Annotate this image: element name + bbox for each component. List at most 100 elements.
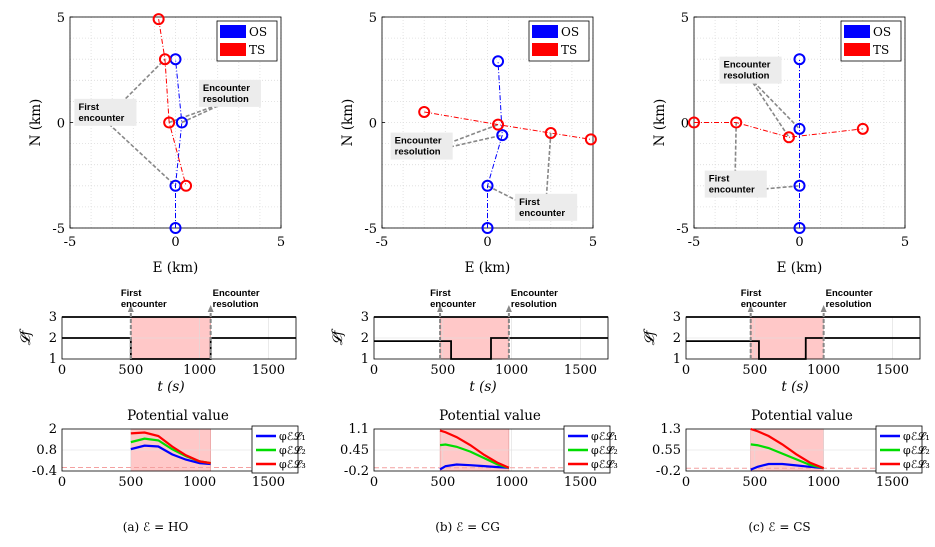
figure-panel-c: -5 0 5 5 0 -5 E (km) N (km) Encounter resolution F… xyxy=(624,0,935,547)
panel-svg-a: -5 0 550-5E (km)N (km) FirstencounterEncoun… xyxy=(18,11,306,490)
map-ytick-label: 0 xyxy=(369,117,377,132)
mode-xtick-label: 0 xyxy=(370,363,378,378)
os-legend-label: OS xyxy=(561,25,579,39)
mode-xlabel: t (s) xyxy=(157,379,184,395)
annotation-box xyxy=(198,79,261,107)
ts-track-marker xyxy=(856,122,869,135)
mode-event-arrowhead xyxy=(505,305,512,312)
potential-xtick-label: 1000 xyxy=(183,475,216,490)
annotation-text: resolution xyxy=(724,71,770,82)
os-track-marker xyxy=(481,222,494,234)
panel-svg-c: -5 0 550-5E (km)N (km)EncounterresolutionF… xyxy=(642,11,930,490)
mode-xtick-label: 0 xyxy=(682,363,690,378)
potential-ytick-label: 1.3 xyxy=(660,422,681,437)
mode-event-label: resolution xyxy=(826,299,872,310)
mode-event-label: resolution xyxy=(511,299,557,310)
annotation-text: First xyxy=(709,174,730,185)
map-xlabel: E (km) xyxy=(465,260,511,276)
map-xtick-label: 5 xyxy=(277,235,285,250)
ts-track-marker xyxy=(782,131,795,144)
map-xlabel: E (km) xyxy=(777,260,823,276)
mode-step-line xyxy=(62,337,296,360)
potential-ytick-label: 0.55 xyxy=(652,443,681,458)
mode-ytick-label: 2 xyxy=(361,331,369,346)
annotation-text: Encounter xyxy=(724,60,771,71)
mode-ytick-label: 2 xyxy=(49,331,57,346)
os-track-marker xyxy=(793,53,806,66)
mode-event-label: Encounter xyxy=(511,288,558,299)
map-xtick-label: -5 xyxy=(376,235,389,250)
os-legend-swatch xyxy=(220,25,246,38)
annotation-leader-line xyxy=(748,77,801,130)
mode-event-label: First xyxy=(741,288,762,299)
potential-xtick-label: 0 xyxy=(58,475,66,490)
map-ytick-label: 5 xyxy=(369,11,377,26)
potential-series-l3 xyxy=(750,427,825,470)
mode-xtick-label: 1500 xyxy=(252,363,285,378)
mode-event-label: First xyxy=(121,288,142,299)
potential-ytick-label: -0.4 xyxy=(32,464,57,479)
potential-legend-label: φℰ𝓛₂ xyxy=(591,444,618,457)
map-xtick-label: 5 xyxy=(901,235,909,250)
mode-xtick-label: 1500 xyxy=(876,363,909,378)
annotation-box xyxy=(704,170,767,198)
ts-track-marker xyxy=(158,53,171,66)
os-legend-swatch xyxy=(532,25,558,38)
annotation-text: First xyxy=(519,197,540,208)
mode-event-arrowhead xyxy=(747,305,754,312)
mode-ytick-label: 1 xyxy=(673,352,681,367)
potential-xtick-label: 1500 xyxy=(564,475,597,490)
ts-legend-label: TS xyxy=(873,43,889,57)
potential-xtick-label: 1000 xyxy=(495,475,528,490)
annotation-leader-line xyxy=(734,185,800,193)
ts-legend-swatch xyxy=(220,43,246,56)
mode-ytick-label: 3 xyxy=(673,310,681,325)
panel-caption-b: (b) ℰ = CG xyxy=(435,520,500,534)
os-track-marker xyxy=(793,122,806,135)
mode-event-arrowhead xyxy=(437,305,444,312)
mode-step-line xyxy=(686,337,920,360)
os-track-marker xyxy=(481,179,494,192)
potential-legend-label: φℰ𝓛₃ xyxy=(279,458,306,471)
potential-series-l2 xyxy=(439,443,510,469)
potential-ytick-label: 0.45 xyxy=(340,443,369,458)
mode-xtick-label: 500 xyxy=(742,363,767,378)
potential-series-l1 xyxy=(750,462,824,471)
mode-ylabel: 𝓛f xyxy=(642,329,658,346)
ts-track-marker xyxy=(418,105,431,118)
mode-xtick-label: 500 xyxy=(118,363,143,378)
map-xlabel: E (km) xyxy=(153,260,199,276)
mode-event-arrowhead xyxy=(127,305,134,312)
os-track-line xyxy=(487,61,503,228)
potential-xtick-label: 0 xyxy=(682,475,690,490)
ts-track-marker xyxy=(688,116,700,129)
os-track-marker xyxy=(793,179,806,192)
ts-track-marker xyxy=(180,179,193,192)
potential-xtick-label: 500 xyxy=(118,475,143,490)
ts-legend-swatch xyxy=(532,43,558,56)
potential-legend-label: φℰ𝓛₁ xyxy=(279,430,306,443)
potential-title: Potential value xyxy=(751,408,853,424)
mode-event-label: encounter xyxy=(430,299,476,310)
potential-ytick-label: 1.1 xyxy=(348,422,369,437)
map-ytick-label: 5 xyxy=(57,11,65,26)
potential-ytick-label: -0.2 xyxy=(344,464,369,479)
os-track-marker xyxy=(492,55,505,68)
mode-ytick-label: 1 xyxy=(49,352,57,367)
ts-legend-swatch xyxy=(844,43,870,56)
potential-ytick-label: 0.8 xyxy=(36,443,57,458)
panel-caption-a: (a) ℰ = HO xyxy=(122,520,189,534)
annotation-leader-line xyxy=(103,119,177,187)
os-legend-label: OS xyxy=(873,25,891,39)
ts-track-marker xyxy=(152,13,165,26)
ts-legend-label: TS xyxy=(249,43,265,57)
figure-panel-a: -5 0 5 5 0 -5 E (km) N (km) First encounter Encoun… xyxy=(0,0,311,547)
potential-legend-label: φℰ𝓛₂ xyxy=(279,444,306,457)
os-track-marker xyxy=(175,116,188,129)
potential-xtick-label: 500 xyxy=(430,475,455,490)
potential-series-l1 xyxy=(439,463,509,471)
potential-legend-label: φℰ𝓛₂ xyxy=(903,444,930,457)
annotation-leader-line xyxy=(168,100,230,124)
potential-xtick-label: 0 xyxy=(370,475,378,490)
panel-svg-b: -5 0 550-5E (km)N (km) EncounterresolutionF… xyxy=(330,11,618,490)
